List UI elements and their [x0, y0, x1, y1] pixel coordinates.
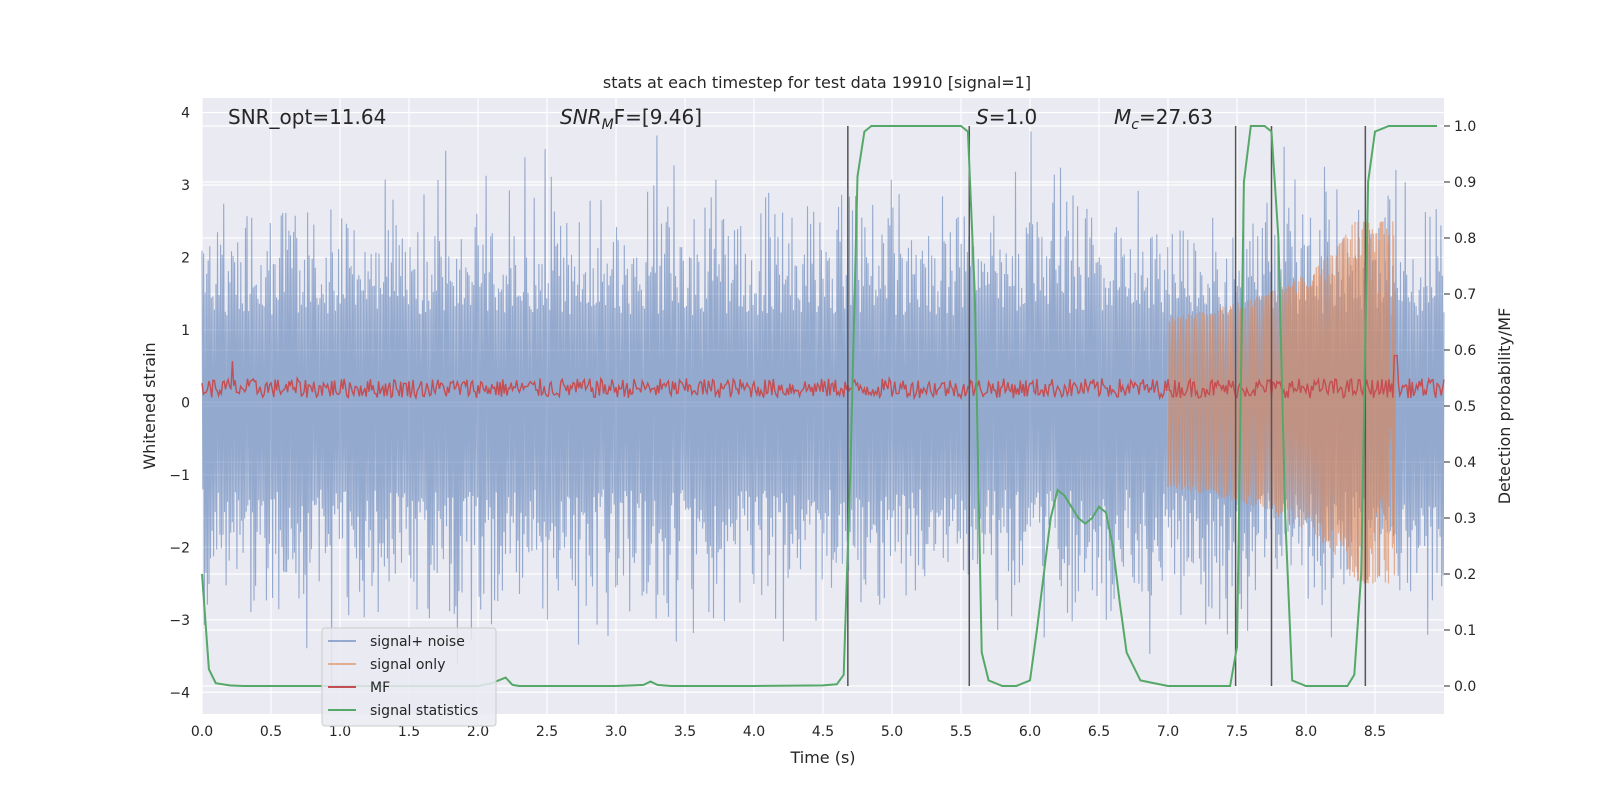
annotation-snr-mf-sub: M [602, 117, 614, 133]
y-right-tick-label: 0.6 [1454, 343, 1476, 359]
legend-label-noise: signal+ noise [370, 634, 465, 650]
annotation-mc: Mc=27.63 [1114, 105, 1213, 133]
x-tick-label: 1.5 [398, 724, 420, 740]
x-axis-label: Time (s) [789, 748, 855, 767]
series-line-signal-only [1167, 221, 1397, 584]
chart-title: stats at each timestep for test data 199… [603, 73, 1031, 92]
x-tick-label: 6.0 [1019, 724, 1041, 740]
annotation-snr-mf-rest: F=[9.46] [614, 105, 702, 129]
y-axis-right-ticks: 0.0 0.1 0.2 0.3 0.4 0.5 0.6 0.7 0.8 0.9 1.0 [1444, 119, 1476, 695]
x-tick-label: 7.0 [1157, 724, 1179, 740]
signal-only-series [1167, 221, 1397, 584]
y-tick-label: 2 [181, 250, 190, 266]
x-tick-label: 3.5 [674, 724, 696, 740]
y-right-tick-label: 0.8 [1454, 231, 1476, 247]
y-tick-label: 4 [181, 105, 190, 121]
x-tick-label: 2.0 [467, 724, 489, 740]
signal-statistics-series [201, 125, 1438, 687]
annotation-mc-rest: =27.63 [1139, 105, 1213, 129]
annotation-snr-mf-main: SNR [560, 105, 602, 129]
annotations: SNR_opt=11.64 SNRMF=[9.46] S=1.0 Mc=27.6… [228, 105, 1213, 133]
x-tick-label: 7.5 [1226, 724, 1248, 740]
y-right-tick-label: 0.2 [1454, 567, 1476, 583]
legend-label-prob: signal statistics [370, 703, 478, 719]
annotation-snr-mf: SNRMF=[9.46] [560, 105, 702, 133]
y-tick-label: 0 [181, 395, 190, 411]
x-tick-label: 8.0 [1295, 724, 1317, 740]
x-tick-label: 5.5 [950, 724, 972, 740]
y-right-tick-label: 0.0 [1454, 679, 1476, 695]
y-axis-right-label: Detection probability/MF [1495, 308, 1514, 505]
x-tick-label: 2.5 [536, 724, 558, 740]
x-tick-label: 4.0 [743, 724, 765, 740]
mf-series [201, 354, 1445, 401]
y-right-tick-label: 0.7 [1454, 287, 1476, 303]
y-right-tick-label: 0.1 [1454, 623, 1476, 639]
y-tick-label: −4 [169, 685, 190, 701]
legend: signal+ noise signal only MF signal stat… [321, 627, 497, 727]
series-line-signal-statistics [201, 125, 1438, 687]
annotation-s-rest: =1.0 [989, 105, 1038, 129]
y-tick-label: 3 [181, 178, 190, 194]
x-axis-ticks: 0.0 0.5 1.0 1.5 2.0 2.5 3.0 3.5 4.0 4.5 5.0 5.5 6.0 6… [191, 724, 1386, 740]
vertical-markers [847, 126, 1367, 686]
y-right-tick-label: 0.4 [1454, 455, 1476, 471]
annotation-mc-sub: c [1131, 117, 1139, 133]
y-right-tick-label: 0.3 [1454, 511, 1476, 527]
y-tick-label: −3 [169, 613, 190, 629]
x-tick-label: 4.5 [812, 724, 834, 740]
x-tick-label: 1.0 [329, 724, 351, 740]
series-line-mf [201, 354, 1445, 401]
x-tick-label: 0.0 [191, 724, 213, 740]
legend-label-mf: MF [370, 680, 390, 696]
annotation-s-main: S [976, 105, 989, 129]
annotation-snr-opt: SNR_opt=11.64 [228, 105, 386, 129]
annotation-mc-main: M [1114, 105, 1131, 129]
y-right-tick-label: 0.5 [1454, 399, 1476, 415]
legend-label-signal: signal only [370, 657, 445, 673]
x-tick-label: 8.5 [1364, 724, 1386, 740]
x-tick-label: 3.0 [605, 724, 627, 740]
y-right-tick-label: 1.0 [1454, 119, 1476, 135]
y-tick-label: 1 [181, 323, 190, 339]
annotation-s: S=1.0 [976, 105, 1037, 129]
y-axis-label: Whitened strain [140, 342, 159, 469]
y-tick-label: −1 [169, 468, 190, 484]
x-tick-label: 5.0 [881, 724, 903, 740]
y-tick-label: −2 [169, 540, 190, 556]
y-axis-ticks: −4 −3 −2 −1 0 1 2 3 4 [169, 105, 190, 701]
y-right-tick-label: 0.9 [1454, 175, 1476, 191]
x-tick-label: 6.5 [1088, 724, 1110, 740]
x-tick-label: 0.5 [260, 724, 282, 740]
legend-box [321, 627, 497, 727]
